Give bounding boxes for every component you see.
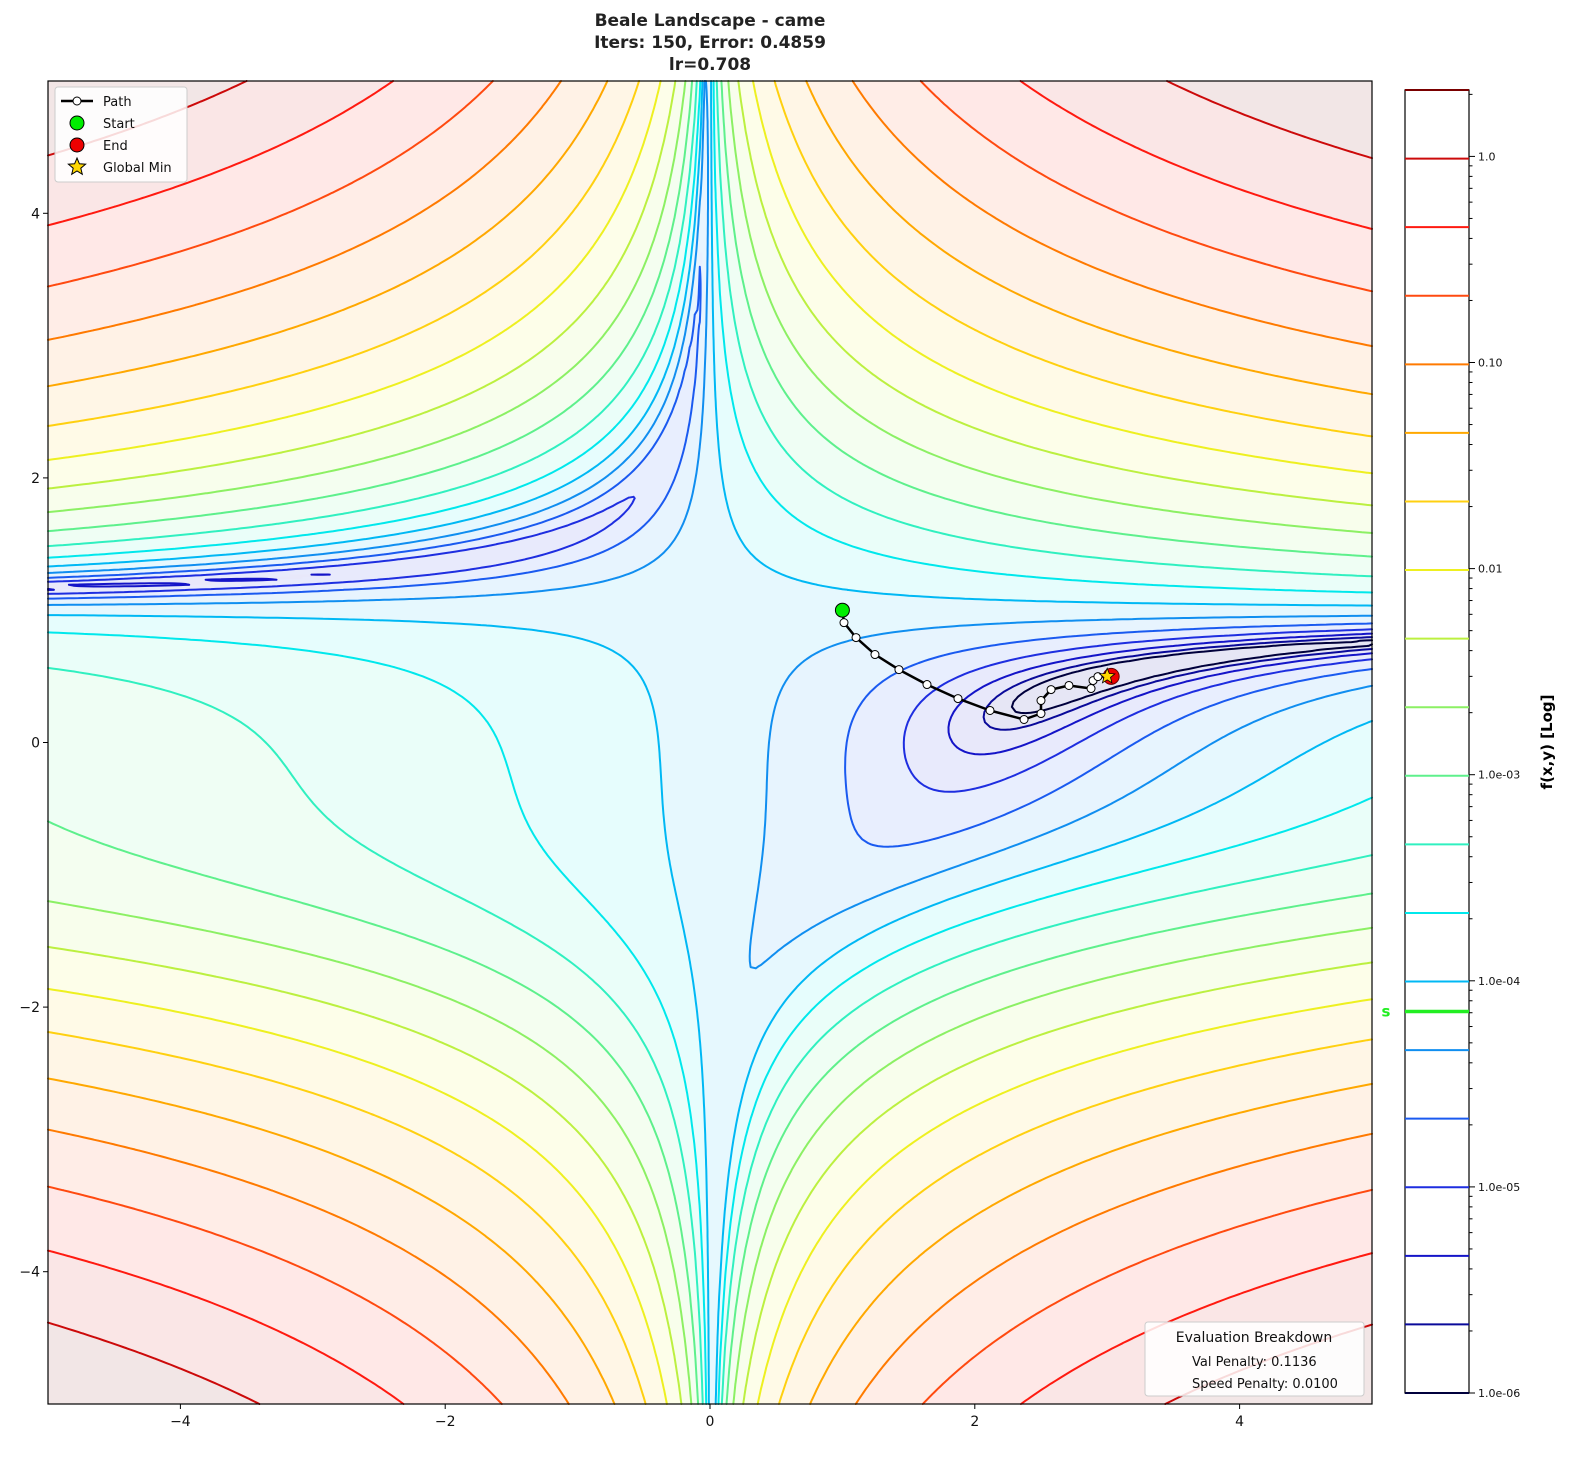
contour-line-level-14 bbox=[47, 80, 1373, 1405]
contour-lines bbox=[47, 80, 1373, 1405]
contour-line-level-9 bbox=[47, 80, 1373, 1405]
evaluation-box bbox=[1144, 1321, 1365, 1397]
y-tick-label: −2 bbox=[19, 1000, 40, 1016]
x-axis: −4 −2 0 2 4 bbox=[170, 1404, 1244, 1430]
speed-penalty: Speed Penalty: 0.0100 bbox=[1192, 1377, 1338, 1392]
legend-path-marker bbox=[72, 96, 82, 106]
start-marker bbox=[834, 602, 850, 618]
path-point bbox=[953, 694, 963, 704]
contour-line-level-17 bbox=[47, 80, 1373, 1405]
x-tick-label: 0 bbox=[706, 1414, 715, 1430]
plot-frame bbox=[47, 80, 1373, 1405]
colorbar-tick-label: 1.0e-04 bbox=[1478, 975, 1520, 988]
y-tick-label: 4 bbox=[31, 206, 40, 222]
contour-line-level-3 bbox=[47, 573, 1373, 756]
y-tick-label: −4 bbox=[19, 1265, 40, 1281]
path-point bbox=[870, 650, 880, 660]
x-tick-label: 4 bbox=[1235, 1414, 1244, 1430]
contour-line-level-13 bbox=[47, 80, 1373, 1405]
colorbar-tick-label: 1.0e-03 bbox=[1478, 769, 1520, 782]
evaluation-breakdown: Evaluation Breakdown Val Penalty: 0.1136… bbox=[1144, 1321, 1365, 1397]
global-min-star-icon bbox=[1098, 667, 1116, 684]
legend-star-icon bbox=[67, 156, 87, 176]
contour-line-level-18 bbox=[47, 80, 1373, 1405]
colorbar-label: f(x,y) [Log] bbox=[1538, 695, 1556, 790]
contour-line-level-1 bbox=[1010, 639, 1373, 715]
path-point bbox=[922, 680, 932, 690]
legend-label-start: Start bbox=[103, 117, 135, 132]
path-point bbox=[1086, 684, 1096, 694]
path-point bbox=[839, 618, 849, 628]
y-axis: −4 −2 0 2 4 bbox=[19, 206, 48, 1281]
legend: Path Start End Global Min bbox=[54, 86, 188, 183]
contour-line-level-19 bbox=[47, 80, 1373, 1405]
path-point bbox=[894, 665, 904, 675]
chart-title-line-2: Iters: 150, Error: 0.4859 bbox=[594, 33, 826, 53]
contour-line-level-16 bbox=[47, 80, 1373, 1405]
colorbar-start-label: s bbox=[1382, 1002, 1391, 1020]
x-tick-label: −4 bbox=[170, 1414, 191, 1430]
legend-box bbox=[54, 86, 188, 183]
path-point bbox=[1019, 714, 1029, 724]
path-point bbox=[985, 705, 995, 715]
contour-line-level-2 bbox=[982, 636, 1373, 731]
x-tick-label: 2 bbox=[970, 1414, 979, 1430]
chart-title-line-1: Beale Landscape - came bbox=[595, 11, 826, 31]
evaluation-title: Evaluation Breakdown bbox=[1176, 1330, 1332, 1346]
path-point bbox=[1036, 709, 1046, 719]
contour-line-level-15 bbox=[47, 80, 1373, 1405]
chart-title-line-3: lr=0.708 bbox=[669, 55, 751, 75]
contour-line-level-8 bbox=[47, 80, 1373, 1405]
colorbar: 1.0e-061.0e-051.0e-041.0e-030.010.101.0 … bbox=[1382, 89, 1556, 1400]
legend-label-end: End bbox=[103, 139, 128, 154]
val-penalty: Val Penalty: 0.1136 bbox=[1192, 1355, 1317, 1370]
path-line bbox=[841, 610, 1112, 721]
y-tick-label: 2 bbox=[31, 471, 40, 487]
legend-end-marker bbox=[69, 137, 85, 153]
contour-line-level-4 bbox=[47, 495, 1373, 793]
path-point bbox=[1036, 696, 1046, 706]
x-tick-label: −2 bbox=[435, 1414, 456, 1430]
colorbar-tick-label: 0.01 bbox=[1478, 563, 1503, 576]
contour-line-level-5 bbox=[47, 265, 1373, 848]
colorbar-tick-label: 0.10 bbox=[1478, 357, 1503, 370]
legend-label-global-min: Global Min bbox=[103, 161, 172, 176]
contour-line-level-7 bbox=[47, 80, 1373, 1405]
colorbar-tick-label: 1.0 bbox=[1478, 150, 1496, 163]
path-point bbox=[1046, 685, 1056, 695]
legend-label-path: Path bbox=[103, 95, 132, 110]
contour-line-level-11 bbox=[47, 80, 1373, 1405]
path-point bbox=[1064, 680, 1074, 690]
colorbar-tick-label: 1.0e-06 bbox=[1478, 1387, 1520, 1400]
y-tick-label: 0 bbox=[31, 736, 40, 752]
contour-fill bbox=[48, 81, 1372, 1404]
optimizer-path bbox=[834, 602, 1120, 724]
contour-line-level-10 bbox=[47, 80, 1373, 1405]
path-point bbox=[851, 633, 861, 643]
colorbar-frame bbox=[1404, 89, 1470, 1394]
contour-line-level-6 bbox=[47, 80, 1373, 970]
contour-line-level-12 bbox=[47, 80, 1373, 1405]
colorbar-tick-label: 1.0e-05 bbox=[1478, 1181, 1520, 1194]
legend-start-marker bbox=[69, 115, 85, 131]
